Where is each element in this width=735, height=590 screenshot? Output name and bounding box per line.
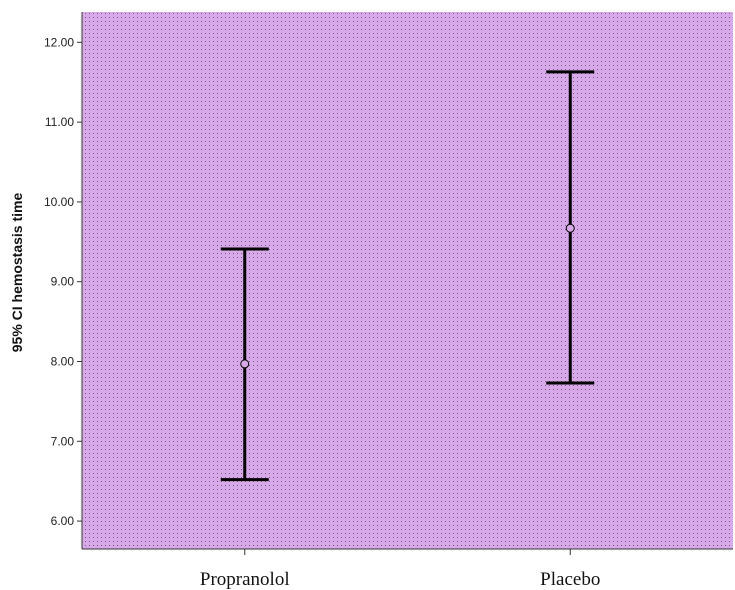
y-tick-label: 8.00 — [51, 354, 75, 368]
x-tick-label: Propranolol — [200, 569, 290, 590]
y-tick-label: 10.00 — [44, 195, 74, 209]
y-tick-label: 7.00 — [51, 434, 75, 448]
y-axis-title: 95% CI hemostasis time — [9, 193, 25, 353]
x-tick-label: Placebo — [540, 569, 600, 590]
x-axis-ticks: Propranolol Placebo — [200, 549, 600, 590]
error-bars — [220, 70, 595, 482]
y-tick-label: 11.00 — [45, 115, 74, 129]
plot-area — [82, 12, 733, 549]
y-tick-label: 9.00 — [51, 275, 75, 289]
y-tick-label: 12.00 — [44, 35, 74, 49]
y-tick-label: 6.00 — [51, 514, 75, 528]
mean-marker — [565, 223, 575, 233]
mean-marker — [240, 359, 250, 369]
y-axis-ticks: 6.00 7.00 8.00 9.00 10.00 11.00 12.00 — [44, 35, 82, 528]
